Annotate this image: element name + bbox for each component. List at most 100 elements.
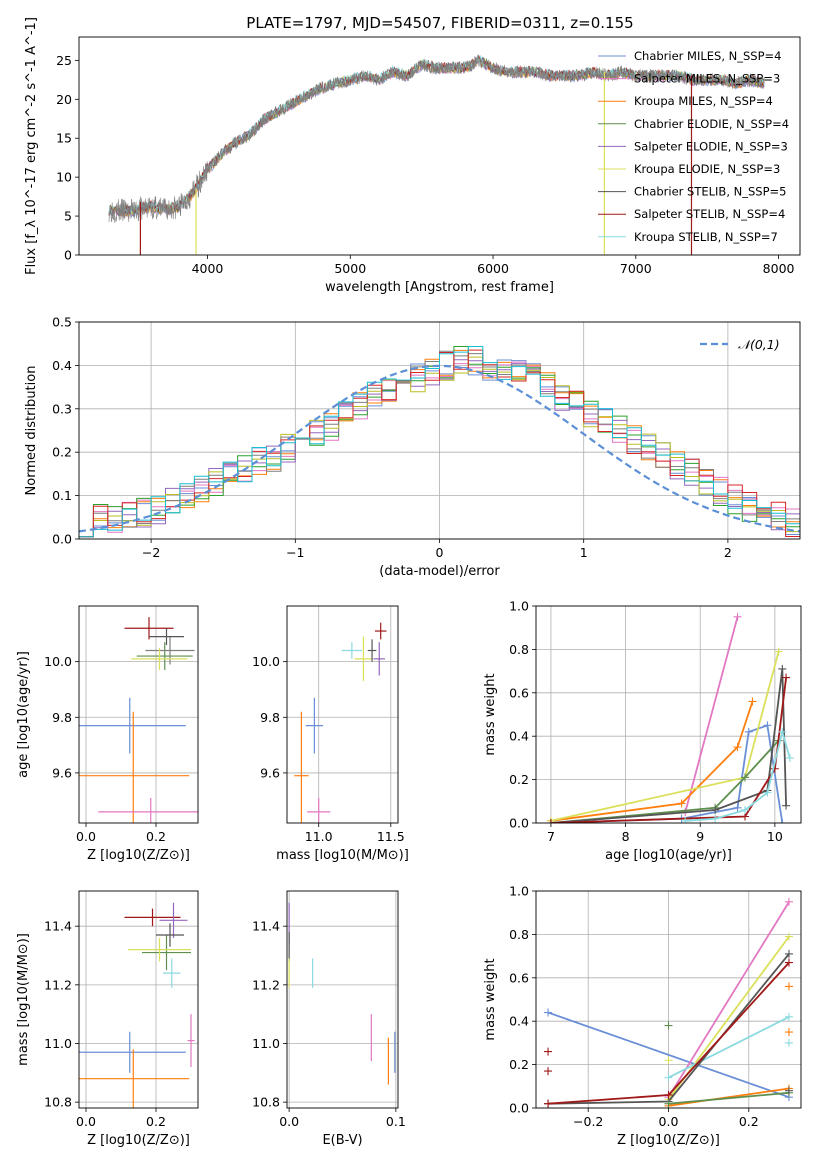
y-tick-label: 1.0 bbox=[509, 599, 529, 614]
y-tick-label: 0.2 bbox=[509, 772, 529, 787]
marker bbox=[785, 753, 794, 762]
marker bbox=[784, 1028, 793, 1037]
y-tick-label: 15 bbox=[56, 131, 72, 146]
weight-series bbox=[684, 616, 739, 813]
x-tick-label: 8 bbox=[622, 829, 630, 844]
y-tick-label: 0.8 bbox=[509, 642, 529, 657]
x-tick-label: 0.2 bbox=[739, 1114, 759, 1129]
x-tick-label: 10 bbox=[767, 829, 783, 844]
spectrum-traces bbox=[108, 54, 765, 255]
legend-label: Kroupa MILES, N_SSP=4 bbox=[634, 94, 773, 108]
axes-frame bbox=[78, 605, 199, 824]
x-tick-label: −2 bbox=[142, 545, 160, 560]
y-tick-label: 11.4 bbox=[44, 919, 72, 934]
y-tick-label: 20 bbox=[56, 92, 72, 107]
marker bbox=[784, 958, 793, 967]
weight-series bbox=[667, 901, 790, 1098]
marker bbox=[664, 1056, 673, 1065]
y-tick-label: 9.6 bbox=[260, 765, 280, 780]
marker bbox=[711, 814, 720, 823]
weight-series bbox=[668, 1091, 790, 1105]
y-tick-label: 10 bbox=[56, 170, 72, 185]
marker bbox=[784, 949, 793, 958]
y-tick-label: 11.4 bbox=[252, 919, 280, 934]
x-tick-label: 0.2 bbox=[146, 1114, 166, 1129]
x-tick-label: 0.0 bbox=[76, 1114, 96, 1129]
legend-label: Chabrier MILES, N_SSP=4 bbox=[634, 49, 781, 63]
marker bbox=[544, 1008, 553, 1017]
weight-series bbox=[550, 701, 754, 822]
spectrum-panel: 4000 5000 6000 7000 8000 0 5 10 15 20 25 wavelength… bbox=[24, 17, 801, 295]
marker bbox=[681, 816, 690, 823]
mass-vs-EBV-panel: 0.0 0.1 10.8 11.0 11.2 11.4 E(B-V) bbox=[252, 890, 406, 1148]
legend-label: Kroupa ELODIE, N_SSP=3 bbox=[634, 162, 780, 176]
x-tick-label: 5000 bbox=[334, 261, 366, 276]
y-tick-label: 10.0 bbox=[44, 654, 72, 669]
y-tick-label: 10.8 bbox=[44, 1095, 72, 1110]
weight-series bbox=[668, 1087, 790, 1107]
weight-lines bbox=[544, 897, 793, 1108]
legend-label: 𝒩(0,1) bbox=[738, 337, 780, 352]
marker bbox=[784, 1038, 793, 1047]
weight-lines bbox=[546, 612, 794, 823]
y-tick-label: 0.1 bbox=[52, 488, 72, 503]
y-axis-label: age [log10(age/yr)] bbox=[16, 651, 31, 778]
legend-label: Chabrier STELIB, N_SSP=5 bbox=[634, 185, 786, 199]
axes-frame bbox=[78, 890, 199, 1109]
x-tick-label: 0 bbox=[436, 545, 444, 560]
marker bbox=[664, 1021, 673, 1030]
marker bbox=[664, 1090, 673, 1099]
histogram-series bbox=[79, 346, 800, 538]
y-tick-label: 0.2 bbox=[52, 445, 72, 460]
x-axis-label: Z [log10(Z/Z⊙)] bbox=[617, 1133, 720, 1148]
marker bbox=[544, 1067, 553, 1076]
mass-weight-vs-age-panel: 7 8 9 10 0.0 0.2 0.4 0.6 0.8 1.0 age [log10(age/yr… bbox=[483, 599, 802, 863]
histogram-series bbox=[79, 350, 800, 538]
mass-vs-Z-panel: 0.0 0.2 10.8 11.0 11.2 11.4 Z [log10(Z/Z⊙)] mas… bbox=[16, 890, 199, 1148]
histograms bbox=[79, 346, 800, 538]
weight-series bbox=[550, 677, 787, 823]
x-tick-label: 7000 bbox=[620, 261, 652, 276]
y-tick-label: 9.8 bbox=[260, 710, 280, 725]
y-tick-label: 25 bbox=[56, 53, 72, 68]
marker bbox=[544, 1047, 553, 1056]
y-tick-label: 0.2 bbox=[509, 1057, 529, 1072]
y-tick-label: 11.2 bbox=[252, 977, 280, 992]
y-tick-label: 0.4 bbox=[509, 1014, 529, 1029]
marker bbox=[544, 1099, 553, 1108]
y-tick-label: 5 bbox=[64, 209, 72, 224]
marker bbox=[677, 799, 686, 808]
legend-label: Salpeter MILES, N_SSP=3 bbox=[634, 72, 780, 86]
age-vs-mass-panel: 11.0 11.5 9.6 9.8 10.0 mass [log10(M/M⊙)] bbox=[252, 605, 409, 863]
y-tick-label: 10.0 bbox=[252, 654, 280, 669]
marker bbox=[763, 788, 772, 797]
marker bbox=[784, 1086, 793, 1095]
x-tick-label: 2 bbox=[724, 545, 732, 560]
marker bbox=[664, 1099, 673, 1108]
legend-label: Chabrier ELODIE, N_SSP=4 bbox=[634, 117, 789, 131]
marker bbox=[774, 647, 783, 656]
legend-label: Salpeter ELODIE, N_SSP=3 bbox=[634, 139, 788, 153]
x-tick-label: 7 bbox=[547, 829, 555, 844]
residuals-panel: −2 −1 0 1 2 0.0 0.1 0.2 0.3 0.4 0.5 (data-model)/er… bbox=[24, 315, 801, 579]
x-tick-label: 8000 bbox=[763, 261, 795, 276]
x-axis-label: wavelength [Angstrom, rest frame] bbox=[325, 280, 554, 295]
x-tick-label: 0.1 bbox=[386, 1114, 406, 1129]
marker bbox=[546, 819, 555, 823]
weight-series bbox=[547, 1011, 790, 1099]
errorbars bbox=[79, 902, 195, 1108]
errorbars bbox=[294, 622, 387, 823]
marker bbox=[778, 664, 787, 673]
marker bbox=[770, 764, 779, 773]
errorbars bbox=[79, 617, 198, 823]
x-axis-label: Z [log10(Z/Z⊙)] bbox=[87, 1133, 190, 1148]
axes-frame bbox=[535, 890, 802, 1109]
marker bbox=[782, 673, 791, 682]
y-axis-label: mass weight bbox=[483, 673, 498, 755]
axes-frame bbox=[286, 890, 399, 1109]
marker bbox=[784, 932, 793, 941]
x-tick-label: 0.0 bbox=[76, 829, 96, 844]
x-tick-label: 9 bbox=[696, 829, 704, 844]
x-tick-label: −1 bbox=[286, 545, 304, 560]
y-tick-label: 1.0 bbox=[509, 884, 529, 899]
